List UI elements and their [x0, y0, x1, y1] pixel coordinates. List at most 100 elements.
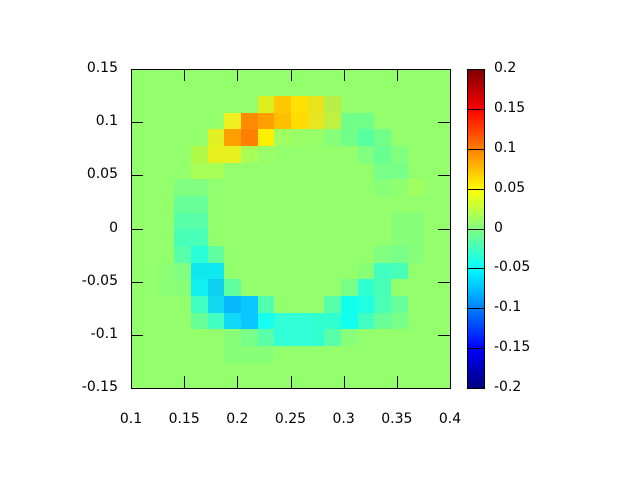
heatmap-cell — [274, 312, 292, 330]
y-tick-mark — [131, 229, 143, 230]
x-tick-label: 0.4 — [438, 411, 462, 427]
heatmap-cell — [157, 279, 175, 297]
heatmap-cell — [407, 212, 425, 230]
heatmap-cell — [341, 312, 358, 330]
heatmap-cell — [174, 229, 191, 247]
colorbar-tick-mark — [467, 109, 485, 110]
heatmap-cell — [191, 279, 208, 297]
heatmap-cell — [341, 296, 358, 313]
y-tick-mark — [438, 122, 450, 123]
heatmap-cell — [157, 262, 175, 280]
x-tick-label: 0.25 — [274, 411, 307, 427]
colorbar-tick-mark — [467, 268, 485, 269]
heatmap-cell — [224, 146, 241, 163]
colorbar-tick-mark — [467, 308, 485, 309]
y-tick-mark — [131, 175, 143, 176]
heatmap-cell — [307, 112, 325, 130]
x-tick-mark — [237, 376, 238, 388]
heatmap-cell — [391, 179, 408, 197]
y-tick-mark — [438, 335, 450, 336]
heatmap-cell — [324, 96, 342, 113]
heatmap-cell — [357, 146, 375, 163]
colorbar-tick-mark — [467, 149, 485, 150]
heatmap-cell — [307, 329, 325, 347]
x-tick-mark — [184, 376, 185, 388]
heatmap-cell — [257, 112, 275, 130]
heatmap-cell — [391, 296, 408, 313]
heatmap-cell — [191, 146, 208, 163]
heatmap-cell — [207, 129, 225, 146]
heatmap-cell — [224, 129, 241, 146]
heatmap-cell — [391, 229, 408, 247]
heatmap-cell — [174, 179, 191, 197]
heatmap-cell — [207, 312, 225, 330]
colorbar-tick-label: 0 — [494, 219, 503, 236]
colorbar-tick-label: 0.15 — [494, 99, 526, 116]
heatmap-cell — [374, 146, 392, 163]
heatmap-cell — [357, 129, 375, 146]
x-tick-mark — [291, 69, 292, 81]
heatmap-cell — [191, 296, 208, 313]
heatmap-cell — [391, 262, 408, 280]
y-tick-label: -0.05 — [81, 272, 118, 289]
heatmap-cell — [241, 296, 258, 313]
heatmap-cell — [357, 296, 375, 313]
y-tick-label: 0.1 — [95, 113, 118, 130]
heatmap-cell — [391, 312, 408, 330]
x-tick-mark — [291, 376, 292, 388]
colorbar-tick-label: -0.1 — [494, 299, 522, 316]
y-tick-label: 0.15 — [86, 60, 118, 76]
heatmap-cell — [374, 162, 392, 180]
heatmap-cell — [374, 312, 392, 330]
heatmap-cell — [357, 279, 375, 297]
heatmap-cell — [224, 346, 241, 363]
heatmap-cell — [224, 112, 241, 130]
heatmap-cell — [174, 279, 191, 297]
heatmap-cell — [257, 329, 275, 347]
x-tick-label: 0.2 — [226, 411, 249, 427]
heatmap-cell — [391, 246, 408, 263]
heatmap-cell — [224, 312, 241, 330]
heatmap-cell — [374, 246, 392, 263]
colorbar-tick-label: -0.05 — [494, 259, 531, 276]
x-tick-mark — [344, 376, 345, 388]
heatmap-cell — [191, 312, 208, 330]
heatmap-cell — [274, 329, 292, 347]
heatmap-cell — [324, 129, 342, 146]
heatmap-cell — [374, 129, 392, 146]
heatmap-cell — [374, 279, 392, 297]
heatmap-cell — [391, 212, 408, 230]
x-tick-mark — [237, 69, 238, 81]
heatmap-cell — [341, 329, 358, 347]
y-tick-label: -0.15 — [81, 379, 118, 395]
heatmap-cell — [174, 196, 191, 213]
heatmap-cell — [224, 329, 241, 347]
heatmap-cell — [391, 162, 408, 180]
y-tick-label: 0 — [109, 219, 118, 236]
heatmap-cell — [291, 329, 308, 347]
heatmap-cell — [307, 129, 325, 146]
colorbar-tick-label: 0.2 — [494, 60, 517, 76]
colorbar-tick-label: 0.1 — [494, 139, 517, 156]
heatmap-cell — [207, 179, 225, 197]
heatmap-cell — [341, 129, 358, 146]
heatmap-cell — [241, 346, 258, 363]
heatmap-cell — [174, 262, 191, 280]
heatmap-cell — [191, 196, 208, 213]
heatmap-cell — [291, 96, 308, 113]
heatmap-cell — [357, 112, 375, 130]
heatmap-cell — [324, 296, 342, 313]
heatmap-cell — [207, 279, 225, 297]
colorbar-tick-mark — [467, 189, 485, 190]
colorbar-tick-label: 0.05 — [494, 179, 526, 196]
heatmap-cell — [241, 329, 258, 347]
heatmap-cell — [307, 312, 325, 330]
heatmap-cell — [291, 112, 308, 130]
heatmap-cell — [224, 296, 241, 313]
heatmap-cell — [191, 212, 208, 230]
y-tick-mark — [438, 229, 450, 230]
x-tick-mark — [397, 376, 398, 388]
y-tick-mark — [131, 335, 143, 336]
heatmap-cell — [207, 246, 225, 263]
heatmap-cell — [207, 296, 225, 313]
